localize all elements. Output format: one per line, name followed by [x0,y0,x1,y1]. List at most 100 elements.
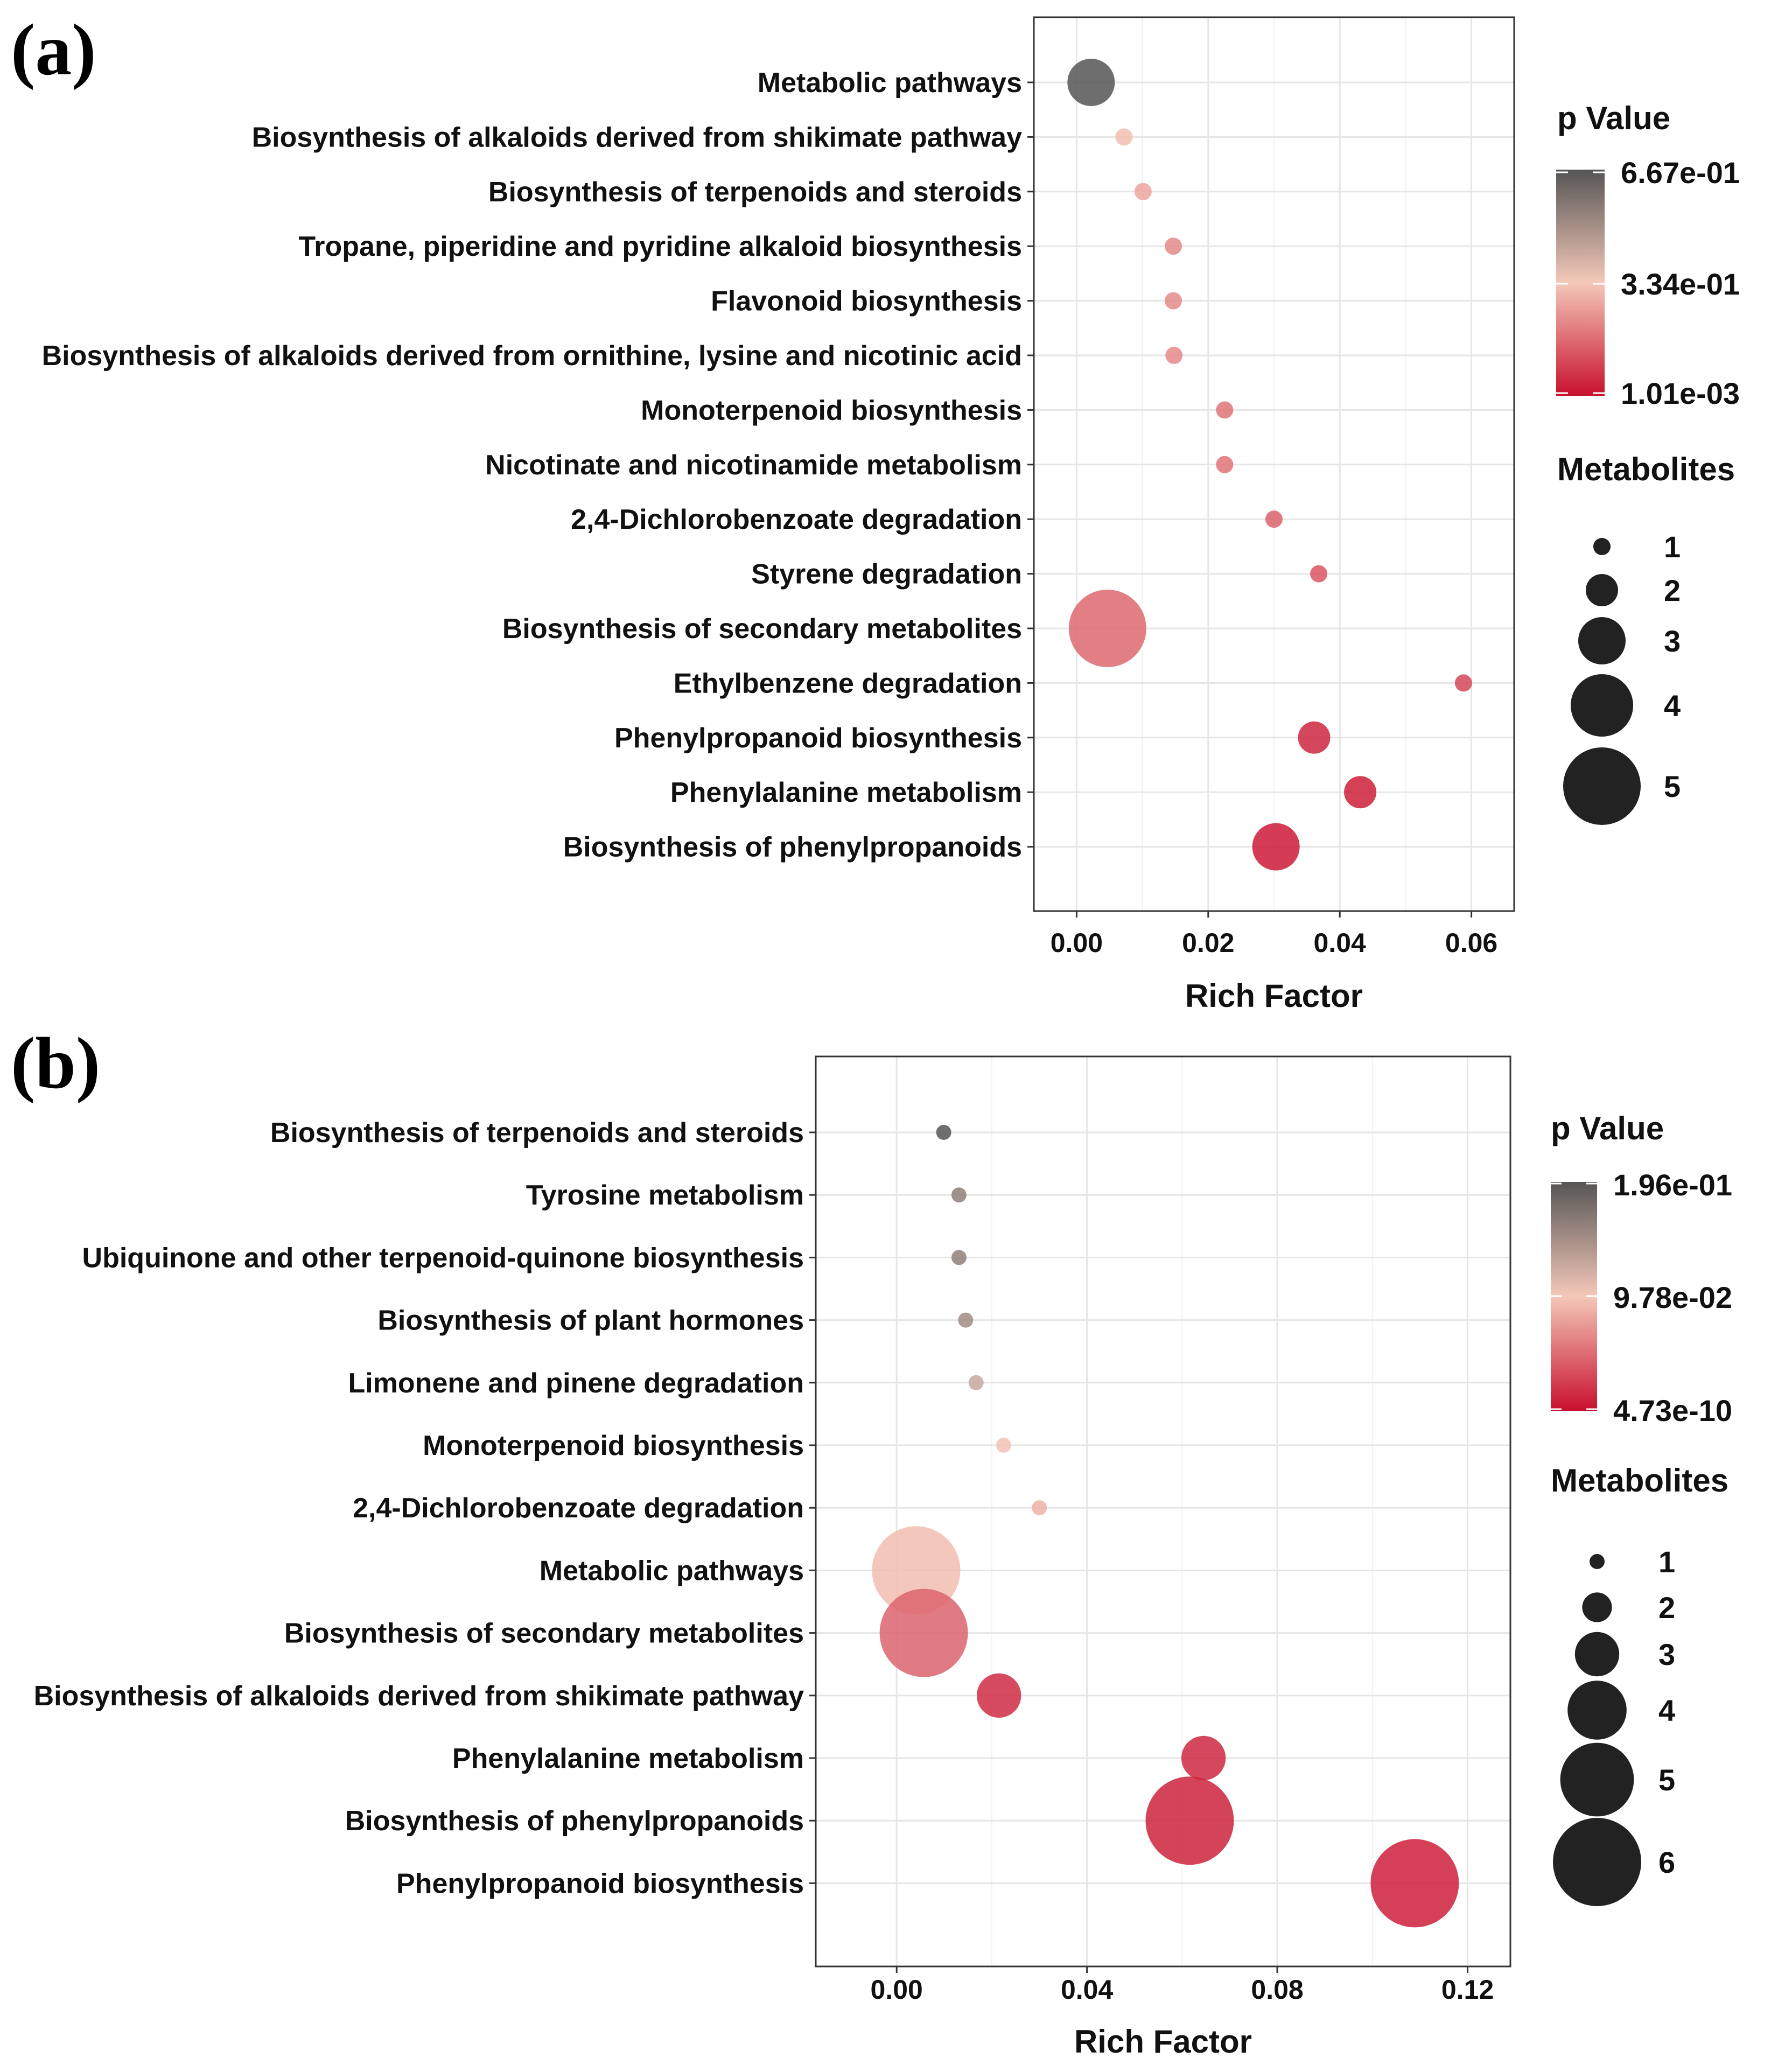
panel-a-data-point [1134,183,1152,200]
panel-b-size-legend: Metabolites 1 2 3 4 5 6 [1551,1462,1728,1906]
panel-a-color-legend-title: p Value [1557,100,1670,136]
panel-a-size-legend-items: 1 2 3 4 5 [1563,530,1681,825]
panel-a-colorbar-max-label: 6.67e-01 [1621,156,1740,190]
panel-b-size-legend-circle [1553,1818,1641,1906]
panel-b-y-tick-label: Biosynthesis of terpenoids and steroids [270,1117,804,1149]
panel-a-x-ticks: 0.00 0.02 0.04 0.06 [1051,911,1497,958]
panel-b-x-tick-label: 0.12 [1441,1975,1494,2005]
panel-a-data-point [1165,237,1182,255]
panel-a-data-point [1298,721,1331,754]
panel-b-size-legend-circle [1590,1554,1605,1569]
panel-b-category-labels: Biosynthesis of terpenoids and steroids T… [34,1117,816,1899]
panel-b-data-point [879,1588,968,1677]
panel-b-y-tick-label: Monoterpenoid biosynthesis [423,1430,804,1461]
panel-b-x-tick-label: 0.08 [1251,1975,1303,2005]
panel-b-x-tick-label: 0.04 [1061,1975,1114,2005]
panel-b-data-point [1032,1500,1047,1516]
panel-a-size-legend-circle [1578,617,1626,664]
panel-b-x-axis-title: Rich Factor [1074,2024,1252,2060]
panel-a-data-point [1454,674,1472,692]
panel-a-data-point [1216,456,1234,473]
panel-b-data-point [968,1375,984,1390]
panel-b-y-tick-label: Limonene and pinene degradation [348,1368,804,1399]
panel-a-y-tick-label: Biosynthesis of alkaloids derived from o… [42,340,1022,372]
panel-b-size-legend-circle [1567,1681,1627,1740]
panel-a-size-legend-circle [1563,747,1641,825]
panel-a-data-point [1265,510,1283,528]
panel-a-size-legend: Metabolites 1 2 3 4 5 [1557,451,1735,825]
panel-a-data-point [1068,590,1146,667]
panel-b-y-tick-label: Biosynthesis of secondary metabolites [284,1618,804,1649]
panel-b-colorbar-min-label: 4.73e-10 [1613,1394,1732,1427]
panel-b-size-legend-items: 1 2 3 4 5 6 [1553,1545,1675,1906]
panel-a-x-axis-title: Rich Factor [1185,978,1363,1014]
panel-b-data-point [958,1312,974,1328]
panel-b-data-point [976,1673,1021,1718]
panel-a-y-tick-label: Monoterpenoid biosynthesis [641,395,1022,426]
panel-a-data-point [1115,128,1133,146]
panel-b-size-legend-circle [1582,1592,1612,1622]
panel-b-size-legend-label: 2 [1658,1591,1675,1625]
panel-b-data-point [1370,1839,1459,1928]
panel-a-data-point [1067,59,1115,106]
panel-a-y-tick-label: Ethylbenzene degradation [674,668,1022,699]
panel-b-size-legend-label: 6 [1658,1845,1675,1879]
panel-b-data-point [936,1125,951,1140]
panel-b-data-point [1181,1735,1226,1781]
panel-a-y-tick-label: Biosynthesis of secondary metabolites [502,613,1022,645]
panel-b-plot-frame [815,1055,1511,1968]
panel-b-size-legend-label: 1 [1658,1545,1675,1579]
panel-a-y-tick-label: Biosynthesis of alkaloids derived from s… [252,122,1023,153]
panel-a-y-tick-label: Biosynthesis of terpenoids and steroids [488,177,1022,208]
panel-a-size-legend-circle [1586,574,1618,606]
panel-b-size-legend-circle [1574,1632,1620,1677]
panel-b-y-tick-label: Phenylpropanoid biosynthesis [396,1868,804,1899]
panel-a-y-tick-label: Tropane, piperidine and pyridine alkaloi… [298,231,1022,262]
panel-a-y-tick-label: 2,4-Dichlorobenzoate degradation [571,504,1022,535]
panel-a-y-tick-label: Nicotinate and nicotinamide metabolism [485,450,1022,481]
panel-a-x-tick-label: 0.04 [1314,928,1367,958]
panel-a-color-legend: p Value 6.67e-01 3.34e-01 1.01e-03 [1556,100,1740,410]
panel-a-colorbar-min-label: 1.01e-03 [1621,376,1740,410]
panel-b-y-tick-label: Tyrosine metabolism [526,1180,804,1211]
panel-a-size-legend-label: 1 [1664,530,1681,564]
panel-a-category-labels: Metabolic pathways Biosynthesis of alkalo… [42,67,1034,863]
panel-a-x-tick-label: 0.02 [1182,928,1234,958]
panel-a-y-tick-label: Flavonoid biosynthesis [711,286,1022,317]
panel-b-y-tick-label: Phenylalanine metabolism [452,1743,804,1774]
panel-b: (b) Biosynthesis of terpenoids and stero… [11,1023,1732,2060]
panel-b-x-tick-label: 0.00 [871,1975,923,2005]
panel-b-points [872,1125,1459,1928]
panel-a-x-tick-label: 0.06 [1445,928,1497,958]
panel-a: (a) Metabolic pathways Biosynthesis of al… [11,10,1740,1014]
panel-b-y-tick-label: Metabolic pathways [540,1555,804,1586]
panel-b-data-point [1145,1776,1234,1865]
panel-a-y-tick-label: Phenylalanine metabolism [670,777,1022,808]
panel-a-data-point [1252,823,1300,871]
panel-a-size-legend-title: Metabolites [1557,451,1735,487]
panel-b-label: (b) [11,1023,100,1104]
panel-a-y-tick-label: Metabolic pathways [758,67,1022,99]
panel-b-colorbar-max-label: 1.96e-01 [1613,1168,1732,1202]
panel-a-data-point [1165,292,1182,310]
panel-a-size-legend-circle [1571,674,1633,737]
panel-a-colorbar-mid-label: 3.34e-01 [1621,267,1740,301]
panel-a-y-tick-label: Styrene degradation [751,559,1022,590]
panel-b-size-legend-title: Metabolites [1551,1462,1728,1499]
panel-b-size-legend-label: 3 [1658,1637,1675,1671]
panel-b-data-point [951,1187,967,1203]
panel-a-data-point [1344,776,1377,809]
panel-b-color-legend-title: p Value [1551,1110,1664,1146]
panel-b-y-tick-label: Biosynthesis of alkaloids derived from s… [34,1681,804,1712]
panel-a-grid [1034,17,1514,911]
panel-b-data-point [951,1250,967,1265]
panel-a-y-tick-label: Biosynthesis of phenylpropanoids [563,832,1022,863]
panel-a-size-legend-label: 4 [1664,689,1681,723]
panel-a-x-tick-label: 0.00 [1051,928,1103,958]
panel-b-x-ticks: 0.00 0.04 0.08 0.12 [871,1966,1494,2005]
panel-a-size-legend-label: 3 [1664,624,1681,658]
panel-b-size-legend-label: 5 [1658,1763,1675,1797]
panel-a-data-point [1165,347,1183,364]
panel-a-size-legend-label: 5 [1664,769,1681,803]
